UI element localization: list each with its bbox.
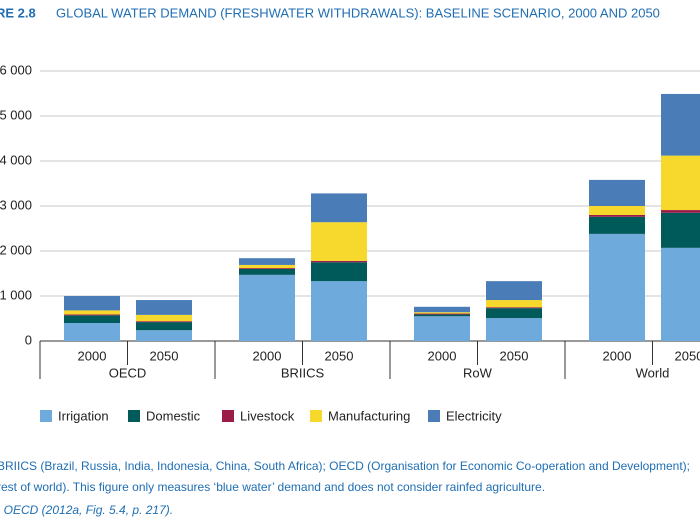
x-tick-label: 2000 xyxy=(428,348,457,363)
bar-segment xyxy=(486,300,542,308)
bar-segment xyxy=(589,216,645,234)
legend-swatch xyxy=(128,410,140,422)
bar-segment xyxy=(414,312,470,314)
bar-segment xyxy=(239,274,295,341)
y-tick-label: 2 000 xyxy=(0,242,32,257)
figure-number: RE 2.8 xyxy=(0,5,36,20)
bar-segment xyxy=(64,323,120,341)
legend-label: Electricity xyxy=(446,408,502,423)
chart-title: GLOBAL WATER DEMAND (FRESHWATER WITHDRAW… xyxy=(56,5,660,20)
bar-segment xyxy=(64,314,120,316)
group-label: BRIICS xyxy=(281,365,325,380)
group-label: World xyxy=(636,365,670,380)
bar-segment xyxy=(136,321,192,323)
bar-segment xyxy=(64,296,120,311)
bar-segment xyxy=(239,268,295,269)
bar-segment xyxy=(414,306,470,313)
x-tick-label: 2050 xyxy=(325,348,354,363)
bar-segment xyxy=(239,264,295,269)
group-label: OECD xyxy=(109,365,147,380)
y-tick-label: 0 xyxy=(25,332,32,347)
x-tick-label: 2050 xyxy=(675,348,700,363)
bar-segment xyxy=(589,215,645,217)
bar-segment xyxy=(64,315,120,323)
y-tick-label: 1 000 xyxy=(0,287,32,302)
bar-segment xyxy=(661,155,700,211)
x-tick-label: 2000 xyxy=(603,348,632,363)
legend-label: Irrigation xyxy=(58,408,109,423)
bar-segment xyxy=(311,193,367,223)
y-tick-label: 4 000 xyxy=(0,152,32,167)
bar-segment xyxy=(311,281,367,341)
legend-swatch xyxy=(428,410,440,422)
bar-segment xyxy=(486,281,542,301)
y-tick-label: 6 000 xyxy=(0,62,32,77)
x-tick-label: 2000 xyxy=(78,348,107,363)
legend-label: Livestock xyxy=(240,408,295,423)
bar-segment xyxy=(311,262,367,282)
bar-segment xyxy=(136,300,192,315)
x-tick-label: 2050 xyxy=(500,348,529,363)
legend-swatch xyxy=(222,410,234,422)
note: BRIICS (Brazil, Russia, India, Indonesia… xyxy=(0,459,690,473)
legend-label: Domestic xyxy=(146,408,201,423)
bar-segment xyxy=(486,308,542,319)
legend-swatch xyxy=(40,410,52,422)
source: : OECD (2012a, Fig. 5.4, p. 217). xyxy=(0,503,173,517)
bar-segment xyxy=(661,93,700,156)
bar-segment xyxy=(311,222,367,261)
x-tick-label: 2050 xyxy=(150,348,179,363)
bar-segment xyxy=(414,316,470,341)
bar-segment xyxy=(589,179,645,206)
bar-segment xyxy=(486,318,542,341)
y-tick-label: 5 000 xyxy=(0,107,32,122)
bar-segment xyxy=(311,260,367,263)
bar-segment xyxy=(661,247,700,341)
bar-segment xyxy=(589,206,645,215)
legend-swatch xyxy=(310,410,322,422)
x-tick-label: 2000 xyxy=(253,348,282,363)
bar-segment xyxy=(486,307,542,309)
y-tick-label: 3 000 xyxy=(0,197,32,212)
bar-segment xyxy=(239,269,295,275)
bar-segment xyxy=(661,212,700,248)
bar-segment xyxy=(661,210,700,213)
bar-segment xyxy=(136,330,192,341)
bar-segment xyxy=(136,314,192,322)
bar-segment xyxy=(64,310,120,315)
bar-segment xyxy=(136,322,192,331)
bar-segment xyxy=(414,314,470,317)
legend-label: Manufacturing xyxy=(328,408,410,423)
bar-segment xyxy=(589,233,645,341)
group-label: RoW xyxy=(463,365,493,380)
bar-segment xyxy=(239,258,295,265)
bar-segment xyxy=(414,313,470,315)
note: rest of world). This figure only measure… xyxy=(0,480,545,494)
